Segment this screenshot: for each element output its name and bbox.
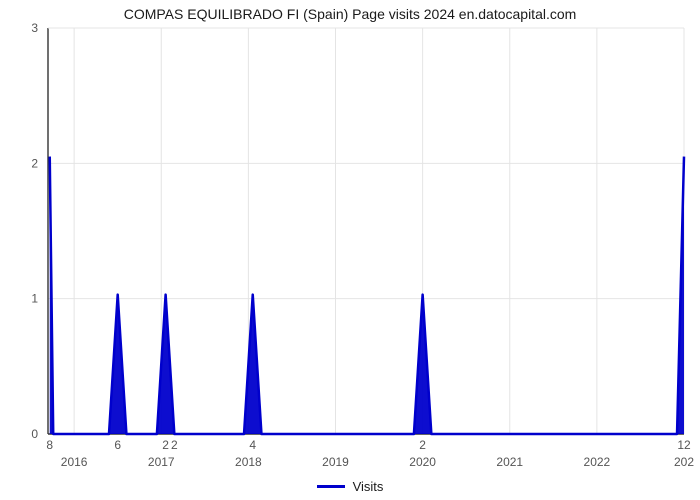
line-chart: 0123201620172018201920202021202220286224… [0,0,700,500]
svg-text:1: 1 [31,292,38,306]
svg-text:4: 4 [249,438,256,452]
svg-text:2017: 2017 [148,455,175,469]
svg-text:2021: 2021 [496,455,523,469]
svg-text:202: 202 [674,455,694,469]
svg-text:2022: 2022 [584,455,611,469]
chart-container: COMPAS EQUILIBRADO FI (Spain) Page visit… [0,0,700,500]
svg-text:2: 2 [419,438,426,452]
svg-text:2019: 2019 [322,455,349,469]
svg-text:3: 3 [31,21,38,35]
legend-swatch [317,485,345,488]
chart-title: COMPAS EQUILIBRADO FI (Spain) Page visit… [0,6,700,22]
svg-text:2018: 2018 [235,455,262,469]
svg-text:2: 2 [162,438,169,452]
legend-label: Visits [353,479,384,494]
legend-item-visits: Visits [317,479,384,494]
svg-text:2020: 2020 [409,455,436,469]
svg-text:8: 8 [46,438,53,452]
svg-text:6: 6 [114,438,121,452]
svg-text:2: 2 [171,438,178,452]
svg-text:12: 12 [677,438,691,452]
legend: Visits [0,475,700,494]
svg-text:0: 0 [31,427,38,441]
svg-text:2: 2 [31,156,38,170]
svg-text:2016: 2016 [61,455,88,469]
